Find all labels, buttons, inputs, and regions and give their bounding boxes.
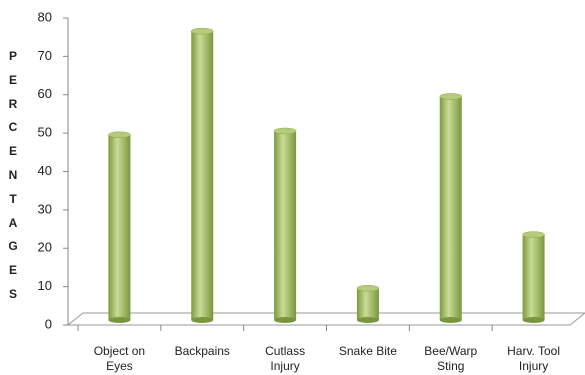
bar-base — [439, 317, 462, 323]
y-tick-label: 10 — [38, 278, 52, 293]
bar — [191, 27, 214, 323]
x-tick-label: Snake Bite — [338, 344, 397, 358]
bar-body — [439, 96, 462, 320]
bar-base — [191, 317, 214, 323]
y-tick-label: 40 — [38, 163, 52, 178]
bar — [273, 127, 297, 323]
x-tick-label: Object on Eyes — [93, 344, 146, 373]
bar — [356, 285, 380, 323]
bar-body — [274, 130, 297, 320]
y-tick-label: 30 — [38, 201, 52, 216]
bar-top — [273, 127, 297, 135]
bar-top — [522, 231, 545, 238]
bar — [522, 231, 545, 323]
bar — [439, 93, 462, 323]
bar-body — [191, 31, 214, 320]
bar — [108, 131, 131, 323]
bar-top — [108, 131, 131, 139]
bar-top — [439, 93, 462, 100]
bar-body — [522, 234, 545, 320]
x-tick-label: Harv. Tool Injury — [507, 344, 561, 373]
y-tick-label: 70 — [38, 48, 52, 63]
x-tick-label: Backpains — [174, 344, 230, 358]
x-tick-label: Cutlass Injury — [265, 344, 306, 373]
y-axis-label: PERCENTAGES — [8, 49, 18, 301]
y-tick-label: 50 — [38, 125, 52, 140]
y-tick-label: 80 — [38, 9, 52, 24]
bar-base — [274, 317, 297, 323]
y-tick-label: 60 — [38, 86, 52, 101]
y-tick-label: 20 — [38, 240, 52, 255]
y-tick-label: 0 — [45, 316, 52, 331]
bar-base — [108, 317, 131, 323]
x-tick-label: Bee/Warp Sting — [424, 344, 478, 373]
bar-base — [356, 317, 379, 323]
bar-body — [356, 288, 379, 320]
bar-top — [191, 27, 214, 35]
bar-body — [108, 134, 131, 320]
floor — [66, 312, 585, 326]
bar-base — [522, 317, 545, 323]
bar-top — [356, 285, 380, 292]
